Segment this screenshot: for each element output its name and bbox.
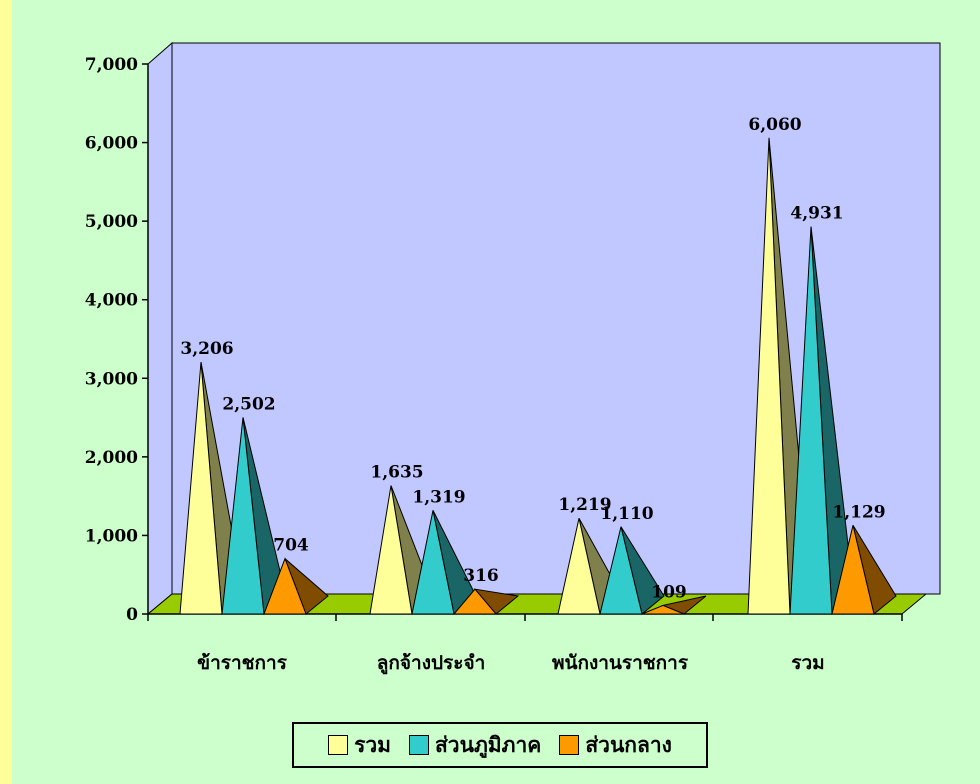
pyramid-central-2: [641, 595, 707, 615]
legend-swatch-total: [328, 735, 349, 755]
y-tick-label: 4,000: [85, 291, 138, 311]
data-label: 1,635: [370, 463, 423, 483]
pyramid-central-0: [263, 557, 329, 615]
y-tick-label: 5,000: [85, 212, 138, 232]
pyramid-regional-2: [599, 526, 665, 615]
legend-swatch-regional: [408, 735, 429, 755]
data-label: 1,219: [558, 495, 611, 515]
data-label: 2,502: [222, 394, 275, 414]
pyramid-central-3: [831, 525, 897, 615]
y-tick-label: 1,000: [85, 526, 138, 546]
y-tick-label: 3,000: [85, 369, 138, 389]
left-accent-bar: [0, 0, 12, 784]
legend-label-central: ส่วนกลาง: [585, 731, 672, 757]
category-label: ลูกจ้างประจำ: [377, 652, 486, 675]
y-tick-label: 6,000: [85, 134, 138, 154]
legend-label-regional: ส่วนภูมิภาค: [434, 731, 542, 757]
data-label: 316: [463, 566, 499, 586]
y-tick-label: 7,000: [85, 55, 138, 75]
data-label: 4,931: [790, 204, 843, 224]
y-tick-label: 0: [126, 605, 138, 625]
data-label: 109: [651, 582, 687, 602]
data-label: 1,110: [600, 504, 653, 524]
data-label: 1,129: [832, 502, 885, 522]
legend-swatch-central: [559, 735, 580, 755]
category-label: ข้าราชการ: [197, 652, 288, 674]
legend-label-total: รวม: [354, 731, 391, 757]
legend-item-central: ส่วนกลาง: [559, 729, 672, 762]
legend-item-regional: ส่วนภูมิภาค: [408, 729, 542, 762]
data-label: 704: [273, 536, 309, 556]
plot-side-wall: [147, 41, 173, 616]
pyramid-chart: 0 1,000 2,000 3,000 4,000 5,000 6,000 7,000 3,2…: [85, 41, 941, 675]
y-tick-label: 2,000: [85, 448, 138, 468]
category-label: พนักงานราชการ: [552, 652, 689, 674]
data-label: 3,206: [180, 339, 233, 359]
legend-item-total: รวม: [328, 729, 391, 762]
pyramid-central-1: [452, 588, 520, 615]
category-label: รวม: [791, 652, 824, 674]
data-label: 6,060: [748, 115, 801, 135]
legend: รวม ส่วนภูมิภาค ส่วนกลาง: [292, 722, 708, 768]
data-label: 1,319: [412, 487, 465, 507]
